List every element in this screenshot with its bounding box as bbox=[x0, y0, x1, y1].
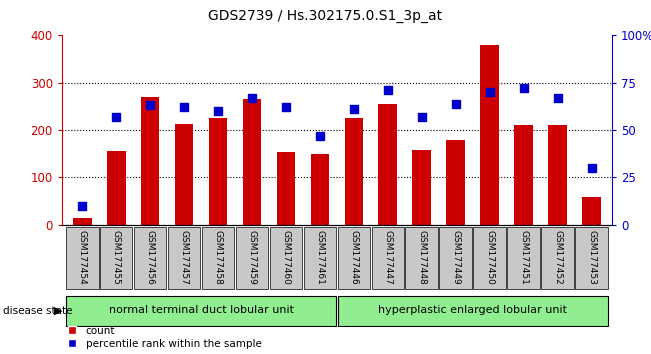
Point bbox=[383, 87, 393, 93]
Point bbox=[111, 114, 121, 120]
Point bbox=[484, 89, 495, 95]
Point bbox=[179, 104, 189, 110]
Bar bbox=[338, 227, 370, 289]
Point bbox=[417, 114, 427, 120]
Text: GSM177448: GSM177448 bbox=[417, 230, 426, 284]
Text: GSM177452: GSM177452 bbox=[553, 230, 562, 284]
Bar bbox=[338, 296, 608, 326]
Bar bbox=[413, 150, 431, 225]
Text: GSM177450: GSM177450 bbox=[485, 230, 494, 285]
Bar bbox=[548, 125, 567, 225]
Bar bbox=[66, 296, 336, 326]
Text: GSM177458: GSM177458 bbox=[214, 230, 223, 285]
Point bbox=[518, 86, 529, 91]
Text: GSM177455: GSM177455 bbox=[112, 230, 120, 285]
Bar bbox=[202, 227, 234, 289]
Bar bbox=[277, 152, 296, 225]
Bar bbox=[107, 152, 126, 225]
Bar bbox=[141, 97, 159, 225]
Bar bbox=[372, 227, 404, 289]
Bar bbox=[439, 227, 472, 289]
Bar bbox=[168, 227, 201, 289]
Text: hyperplastic enlarged lobular unit: hyperplastic enlarged lobular unit bbox=[378, 305, 567, 315]
Point bbox=[450, 101, 461, 107]
Bar bbox=[378, 104, 397, 225]
Bar bbox=[174, 124, 193, 225]
Point bbox=[247, 95, 257, 101]
Point bbox=[314, 133, 325, 139]
Bar bbox=[344, 118, 363, 225]
Point bbox=[281, 104, 291, 110]
Text: GSM177456: GSM177456 bbox=[146, 230, 155, 285]
Text: GSM177451: GSM177451 bbox=[519, 230, 528, 285]
Legend: count, percentile rank within the sample: count, percentile rank within the sample bbox=[67, 326, 262, 349]
Text: GSM177449: GSM177449 bbox=[451, 230, 460, 284]
Bar bbox=[311, 154, 329, 225]
Bar bbox=[514, 125, 533, 225]
Bar bbox=[507, 227, 540, 289]
Bar bbox=[473, 227, 506, 289]
Text: GSM177461: GSM177461 bbox=[316, 230, 324, 285]
Point bbox=[587, 165, 597, 171]
Bar bbox=[73, 218, 92, 225]
Text: GSM177454: GSM177454 bbox=[77, 230, 87, 284]
Bar bbox=[447, 139, 465, 225]
Bar bbox=[542, 227, 574, 289]
Text: GSM177457: GSM177457 bbox=[180, 230, 189, 285]
Bar bbox=[66, 227, 98, 289]
Text: GSM177446: GSM177446 bbox=[350, 230, 358, 284]
Bar bbox=[480, 45, 499, 225]
Text: ▶: ▶ bbox=[54, 306, 62, 316]
Bar bbox=[582, 197, 601, 225]
Bar bbox=[406, 227, 438, 289]
Text: GSM177459: GSM177459 bbox=[247, 230, 256, 285]
Bar bbox=[270, 227, 302, 289]
Point bbox=[145, 103, 156, 108]
Point bbox=[553, 95, 563, 101]
Bar bbox=[303, 227, 336, 289]
Bar bbox=[134, 227, 167, 289]
Point bbox=[213, 108, 223, 114]
Text: GSM177453: GSM177453 bbox=[587, 230, 596, 285]
Text: GDS2739 / Hs.302175.0.S1_3p_at: GDS2739 / Hs.302175.0.S1_3p_at bbox=[208, 9, 443, 23]
Bar bbox=[100, 227, 132, 289]
Bar bbox=[575, 227, 608, 289]
Text: normal terminal duct lobular unit: normal terminal duct lobular unit bbox=[109, 305, 294, 315]
Bar bbox=[236, 227, 268, 289]
Bar bbox=[209, 118, 227, 225]
Text: GSM177447: GSM177447 bbox=[383, 230, 393, 284]
Bar bbox=[243, 99, 261, 225]
Point bbox=[77, 203, 87, 209]
Point bbox=[349, 107, 359, 112]
Text: GSM177460: GSM177460 bbox=[281, 230, 290, 285]
Text: disease state: disease state bbox=[3, 306, 73, 316]
